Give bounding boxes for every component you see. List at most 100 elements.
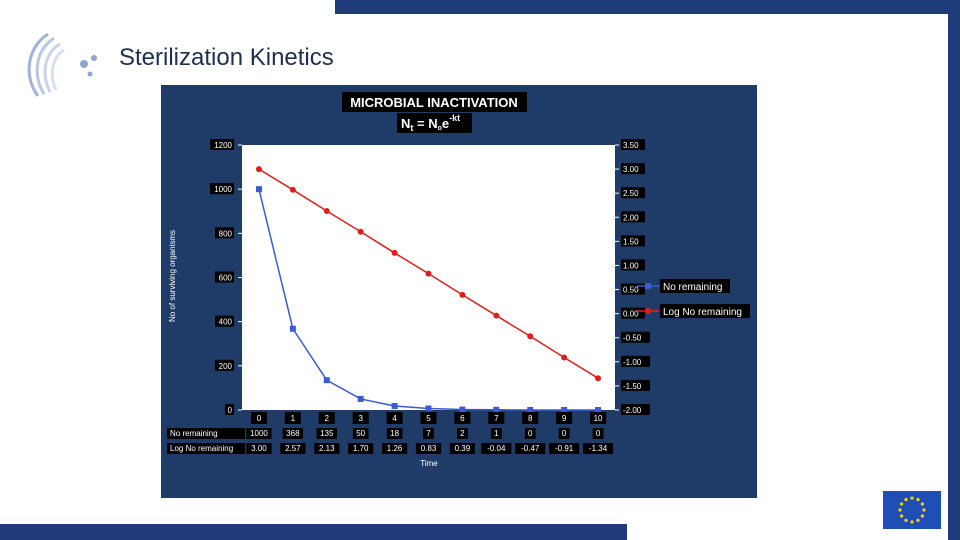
table-row-label: No remaining xyxy=(170,429,218,438)
table-row-label-box xyxy=(167,428,245,439)
right-tick-label: 3.00 xyxy=(623,165,639,174)
table-cell-box xyxy=(348,443,374,454)
series-no-remaining-point xyxy=(595,407,602,413)
series-log-point xyxy=(323,208,330,215)
chart-title-box xyxy=(342,92,527,112)
series-log-point xyxy=(595,375,602,382)
table-row-label-box xyxy=(167,443,245,454)
table-cell-box xyxy=(592,428,604,439)
series-log-point xyxy=(425,270,432,277)
table-cell-box xyxy=(316,428,337,439)
table-cell: 1 xyxy=(494,429,499,438)
right-tick-box xyxy=(621,259,645,271)
x-tick-box xyxy=(556,412,573,424)
table-cell-box xyxy=(246,428,272,439)
formula-base-sub: t xyxy=(410,123,413,133)
left-tick-box xyxy=(215,227,234,239)
series-no-remaining-point xyxy=(289,325,296,332)
table-cell-box xyxy=(246,443,272,454)
left-axis: 0 200 400 600 800 1000 1200 xyxy=(210,139,242,415)
chart-svg: MICROBIAL INACTIVATION Nt = Noe-kt 02004… xyxy=(167,92,750,468)
x-tick-label: 7 xyxy=(494,414,499,423)
x-tick-box xyxy=(250,412,267,424)
series-no-remaining-point xyxy=(561,407,568,413)
table-cell: 0.39 xyxy=(455,444,471,453)
chart-formula: Nt = Noe-kt xyxy=(401,113,460,133)
x-tick-label: 8 xyxy=(528,414,533,423)
table-cell-box xyxy=(415,443,442,454)
series-log-point xyxy=(255,166,262,173)
x-tick-label: 10 xyxy=(594,414,603,423)
left-tick-box xyxy=(215,315,234,327)
legend-log-box xyxy=(660,304,750,318)
right-tick-label: 0.00 xyxy=(623,310,639,319)
series-log-point xyxy=(561,354,568,361)
table-cell: 0 xyxy=(528,429,533,438)
legend-log-marker xyxy=(645,308,651,314)
table-cell: -1.34 xyxy=(589,444,608,453)
right-tick-label: -0.50 xyxy=(623,334,642,343)
table-cell-box xyxy=(386,428,403,439)
series-no-remaining-point xyxy=(357,395,364,402)
series-no-remaining-point xyxy=(493,406,500,413)
table-cell-box xyxy=(423,428,434,439)
formula-exp-base: e xyxy=(442,116,449,131)
table-cell: 3.00 xyxy=(251,444,267,453)
logo-icon xyxy=(27,32,97,97)
left-tick-label: 0 xyxy=(228,406,233,415)
x-tick-label: 1 xyxy=(291,414,296,423)
table-cell-box xyxy=(490,428,502,439)
x-tick-label: 4 xyxy=(392,414,397,423)
table-cell: 135 xyxy=(320,429,334,438)
left-tick-box xyxy=(215,271,234,283)
x-tick-box xyxy=(522,412,539,424)
series-log-point xyxy=(459,291,466,298)
x-tick-box xyxy=(488,412,505,424)
table-cell: -0.47 xyxy=(521,444,540,453)
series-log-point xyxy=(493,312,500,319)
right-tick-box xyxy=(621,307,645,319)
right-tick-box xyxy=(621,235,645,247)
y-axis-label: No of surviving organisms xyxy=(168,230,177,322)
table-cell: 7 xyxy=(426,429,431,438)
x-tick-label: 9 xyxy=(562,414,567,423)
right-tick-label: 2.50 xyxy=(623,189,639,198)
x-tick-label: 2 xyxy=(325,414,330,423)
table-cell-box xyxy=(282,428,304,439)
table-cell: 0.83 xyxy=(421,444,437,453)
table-cell: 1.70 xyxy=(353,444,369,453)
left-tick-label: 1000 xyxy=(214,185,232,194)
legend-no-remaining-label: No remaining xyxy=(663,282,722,293)
left-tick-box xyxy=(225,404,234,415)
right-tick-box xyxy=(621,211,645,223)
legend-no-remaining-box xyxy=(660,279,730,293)
table-cell: 2.57 xyxy=(285,444,301,453)
right-tick-label: -2.00 xyxy=(623,406,642,415)
table-row-label: Log No remaining xyxy=(170,444,233,453)
table-cell: 2.13 xyxy=(319,444,335,453)
chart-title-group: MICROBIAL INACTIVATION Nt = Noe-kt xyxy=(342,92,527,133)
table-cell: 1000 xyxy=(250,429,268,438)
series-no-remaining-point xyxy=(255,186,262,193)
series-log-point xyxy=(289,186,296,193)
x-axis-label: Time xyxy=(420,459,438,468)
series-no-remaining-point xyxy=(391,403,398,410)
right-tick-box xyxy=(621,404,650,415)
table-cell-box xyxy=(280,443,306,454)
eu-flag-icon xyxy=(883,491,941,529)
table-cell-box xyxy=(558,428,570,439)
right-tick-label: 2.00 xyxy=(623,213,639,222)
formula-eq-sub: o xyxy=(438,125,442,132)
legend-log-label: Log No remaining xyxy=(663,307,742,318)
x-tick-box xyxy=(590,412,607,424)
series-no-remaining-point xyxy=(425,405,432,412)
table-cell-box xyxy=(314,443,340,454)
x-tick-label: 5 xyxy=(426,414,431,423)
x-tick-box xyxy=(318,412,335,424)
chart-formula-box xyxy=(397,113,472,133)
right-tick-label: -1.00 xyxy=(623,358,642,367)
series-no-remaining-point xyxy=(459,406,466,413)
series-group xyxy=(255,166,602,413)
formula-base: N xyxy=(401,116,410,131)
